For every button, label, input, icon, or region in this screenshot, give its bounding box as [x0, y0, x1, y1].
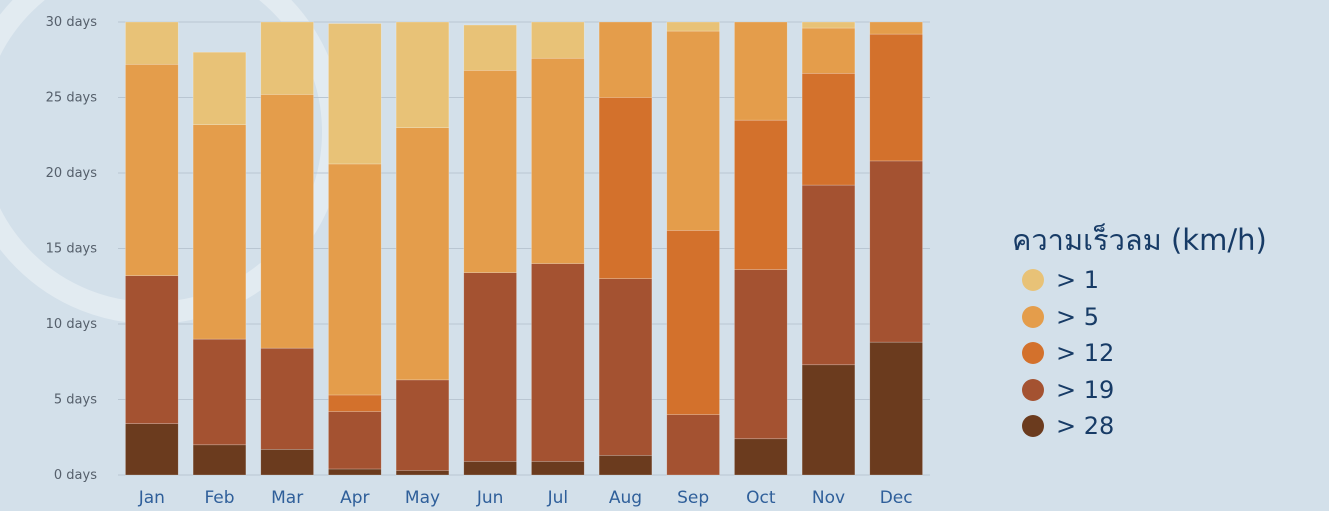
x-category-label: Dec [880, 488, 913, 508]
bar-segment [801, 184, 856, 366]
legend-title: ความเร็วลม (km/h) [1012, 223, 1267, 257]
bar-segment [192, 124, 247, 340]
x-category-label: Sep [677, 488, 709, 508]
bar-segment [463, 461, 517, 476]
y-tick-label: 15 days [46, 242, 98, 257]
bar-segment [125, 21, 179, 65]
y-axis-ticks: 0 days 5 days 10 days 15 days 20 days 25 days… [46, 15, 98, 483]
bar-segment [328, 394, 382, 412]
bar-segment [869, 160, 923, 343]
legend-items: > 1 > 5 > 12 > 19 > 28 [1012, 262, 1267, 445]
bar-segment [666, 230, 720, 415]
bar-segment [869, 341, 923, 476]
legend-label: > 1 [1056, 266, 1100, 295]
bar-segment [125, 63, 179, 276]
x-axis-categories: Jan Feb Mar Apr May Jun Jul Aug Sep Oct Nov Dec [138, 488, 913, 508]
y-tick-label: 5 days [54, 393, 97, 408]
bar-segment [801, 27, 856, 74]
y-tick-label: 10 days [46, 317, 98, 332]
bar-segment [734, 438, 788, 476]
legend-label: > 5 [1056, 302, 1100, 331]
bar-segment [801, 73, 856, 186]
bar-segment [869, 21, 923, 35]
bar-segment [531, 21, 585, 59]
bar-segment [328, 163, 382, 396]
bar-segment [531, 263, 585, 462]
bar-segment [666, 414, 720, 476]
bar-segment [531, 57, 585, 264]
bar-segment [328, 468, 382, 476]
bar-segment [328, 411, 382, 470]
bar-segment [192, 444, 247, 476]
bar-segment [125, 275, 179, 424]
grid-lines [118, 21, 930, 476]
y-tick-label: 20 days [46, 166, 98, 181]
bar-segment [801, 364, 856, 476]
bar-segment [666, 30, 720, 231]
legend-swatch-icon [1022, 378, 1044, 401]
bar-segment [801, 21, 856, 29]
bar-segment [463, 70, 517, 273]
bar-segment [260, 347, 314, 450]
x-category-label: Jul [547, 488, 569, 508]
bar-segment [734, 269, 788, 440]
bars [125, 21, 923, 476]
bar-segment [598, 21, 653, 98]
bar-segment [463, 272, 517, 462]
bar-segment [869, 33, 923, 162]
y-tick-label: 0 days [54, 468, 97, 483]
legend-label: > 19 [1056, 375, 1115, 404]
legend-swatch-icon [1022, 342, 1044, 365]
x-category-label: Feb [204, 488, 234, 508]
x-category-label: Nov [812, 488, 845, 508]
x-category-label: Apr [340, 488, 369, 508]
y-tick-label: 30 days [46, 15, 98, 30]
bar-segment [598, 278, 653, 456]
x-category-label: Aug [609, 488, 642, 508]
legend-item: > 5 [1012, 299, 1267, 336]
bar-segment [328, 23, 382, 165]
x-category-label: May [405, 488, 440, 508]
x-category-label: Mar [271, 488, 303, 508]
bar-segment [395, 127, 450, 381]
bar-segment [260, 94, 314, 349]
x-category-label: Oct [746, 488, 776, 508]
bar-segment [395, 21, 450, 128]
legend-item: > 12 [1012, 335, 1267, 372]
legend: ความเร็วลม (km/h) > 1 > 5 > 12 > 19 > 28 [1012, 222, 1267, 445]
bar-segment [192, 51, 247, 125]
legend-item: > 1 [1012, 262, 1267, 299]
legend-swatch-icon [1022, 415, 1044, 438]
bar-segment [734, 119, 788, 270]
legend-item: > 19 [1012, 372, 1267, 409]
x-category-label: Jan [138, 488, 165, 508]
bar-segment [395, 470, 450, 476]
legend-item: > 28 [1012, 408, 1267, 445]
bar-segment [531, 461, 585, 476]
bar-segment [666, 21, 720, 32]
legend-label: > 28 [1056, 412, 1115, 441]
bar-segment [734, 21, 788, 121]
bar-segment [192, 338, 247, 446]
x-category-label: Jun [476, 488, 504, 508]
bar-segment [598, 455, 653, 476]
bar-segment [395, 379, 450, 471]
bar-segment [260, 449, 314, 476]
bar-segment [598, 97, 653, 279]
y-tick-label: 25 days [46, 91, 98, 106]
bar-segment [260, 21, 314, 95]
legend-label: > 12 [1056, 339, 1115, 368]
bar-segment [463, 24, 517, 71]
legend-swatch-icon [1022, 305, 1044, 328]
legend-swatch-icon [1022, 269, 1044, 292]
bar-segment [125, 423, 179, 476]
